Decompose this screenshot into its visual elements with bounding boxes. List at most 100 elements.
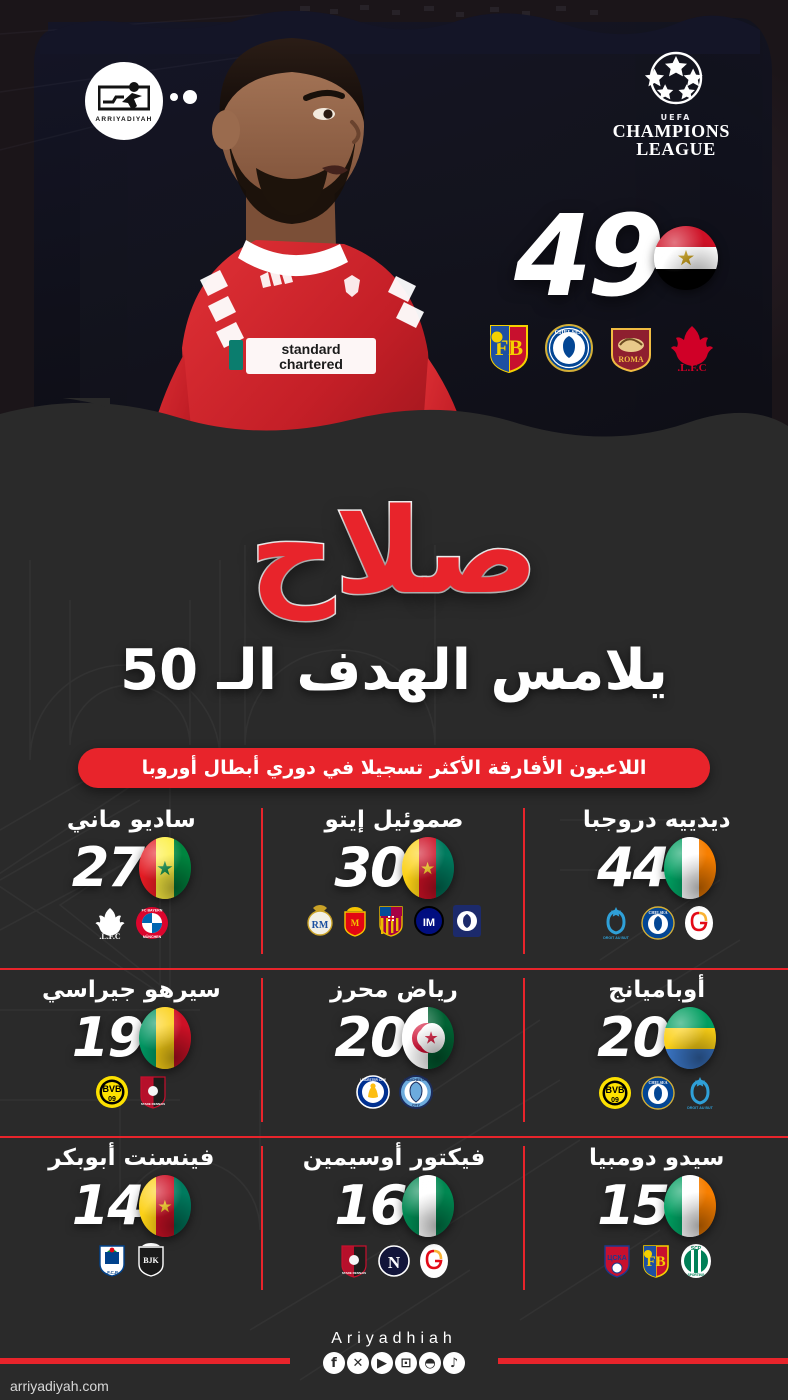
player-name: أوباميانج	[608, 977, 706, 1003]
svg-text:F.C.P.: F.C.P.	[106, 1270, 118, 1275]
player-card: فيكتور أوسيمين 16 N STADE RENNAIS	[263, 1138, 526, 1304]
galatasaray-logo	[420, 1244, 448, 1279]
player-clubs: N STADE RENNAIS	[339, 1243, 449, 1279]
borussia-dortmund-logo: BVB 09	[95, 1076, 128, 1109]
league-label: LEAGUE	[636, 139, 716, 160]
svg-text:LEICESTER CITY: LEICESTER CITY	[359, 1078, 386, 1082]
player-goals: 15	[597, 1174, 670, 1237]
brush-top-edge	[40, 10, 760, 54]
players-row: أوباميانج 20 DROIT AU BUT CHELSEA BVB 09 …	[0, 968, 788, 1136]
player-card: ديدييه دروجبا 44 CHELSEA DROIT AU BUT	[525, 800, 788, 968]
svg-text:SPORTING: SPORTING	[687, 1273, 704, 1277]
x-twitter-icon[interactable]: ✕	[347, 1352, 369, 1374]
player-name: فينسنت أبوبكر	[48, 1145, 215, 1171]
player-name: سيدو دومبيا	[588, 1145, 725, 1171]
facebook-icon[interactable]: f	[323, 1352, 345, 1374]
player-goals: 20	[597, 1006, 670, 1069]
brush-bottom-edge	[0, 398, 788, 520]
goal-count-value: 49	[514, 192, 665, 322]
arriyadiyah-logo-text: ARRIYADIYAH	[95, 115, 153, 123]
footer-rule-left	[0, 1358, 290, 1364]
ivory-coast-flag	[664, 1175, 717, 1238]
sporting-cp-logo: SCP SPORTING	[680, 1244, 711, 1279]
cska-moscow-logo: ЦСКА	[603, 1245, 630, 1279]
page-title-salah: صلاح	[248, 482, 542, 620]
champions-label: CHAMPIONS	[612, 121, 730, 141]
footer-brand: Ariyadhiah	[331, 1330, 457, 1347]
galatasaray-logo	[684, 906, 713, 941]
player-goals: 20	[334, 1006, 407, 1069]
player-clubs: FC BAYERN MÜNCHEN L.F.C.	[94, 905, 169, 941]
player-clubs: IM M RM	[307, 905, 481, 938]
player-goals: 30	[334, 836, 407, 899]
marseille-logo: DROIT AU BUT	[603, 907, 629, 940]
svg-text:STADE RENNAIS: STADE RENNAIS	[342, 1271, 366, 1275]
player-clubs: MANCHESTER CITY LEICESTER CITY	[355, 1075, 433, 1110]
svg-text:CHELSEA: CHELSEA	[648, 910, 667, 915]
chelsea-logo: CHELSEA	[640, 906, 675, 940]
senegal-flag	[138, 837, 191, 900]
svg-text:ROMA: ROMA	[618, 355, 644, 364]
svg-text:IM: IM	[423, 917, 435, 929]
player-clubs: STADE RENNAIS BVB 09	[95, 1075, 168, 1109]
svg-text:standard: standard	[281, 341, 340, 357]
svg-text:N: N	[388, 1253, 401, 1272]
svg-text:MANCHESTER: MANCHESTER	[404, 1078, 428, 1082]
instagram-icon[interactable]: ⊡	[395, 1352, 417, 1374]
arriyadiyah-logo[interactable]: ARRIYADIYAH	[85, 62, 163, 140]
svg-text:L.F.C.: L.F.C.	[677, 362, 706, 374]
tiktok-icon[interactable]: ♪	[443, 1352, 465, 1374]
ivory-coast-flag	[664, 837, 717, 900]
besiktas-logo: BJK	[138, 1243, 164, 1278]
svg-text:chartered: chartered	[279, 356, 343, 372]
svg-text:CITY: CITY	[412, 1104, 420, 1108]
svg-text:M: M	[351, 918, 360, 928]
player-clubs: CHELSEA DROIT AU BUT	[600, 905, 714, 941]
player-goals: 19	[71, 1006, 145, 1069]
players-grid: ديدييه دروجبا 44 CHELSEA DROIT AU BUT صم…	[0, 800, 788, 1304]
leicester-city-logo: LEICESTER CITY	[355, 1075, 390, 1110]
inter-milan-logo: IM	[414, 906, 444, 937]
nigeria-flag	[401, 1175, 454, 1238]
svg-text:L.F.C.: L.F.C.	[99, 932, 120, 941]
svg-text:MÜNCHEN: MÜNCHEN	[143, 934, 162, 939]
logo-dots	[170, 90, 197, 104]
liverpool-logo: L.F.C.	[671, 326, 713, 374]
bayern-munich-logo: FC BAYERN MÜNCHEN	[135, 907, 168, 940]
cameroon-flag	[401, 837, 454, 900]
napoli-logo: N	[378, 1245, 410, 1278]
svg-text:BVB: BVB	[102, 1084, 122, 1094]
gabon-flag	[664, 1007, 717, 1070]
svg-text:DROIT AU BUT: DROIT AU BUT	[687, 1106, 713, 1110]
player-card: ساديو ماني 27 FC BAYERN MÜNCHEN L.F.C.	[0, 800, 263, 968]
website-url[interactable]: arriyadiyah.com	[10, 1378, 109, 1394]
liverpool-logo: L.F.C.	[95, 908, 125, 941]
stade-rennais-logo: STADE RENNAIS	[140, 1076, 166, 1109]
chelsea-logo: CHELSEA	[545, 324, 593, 372]
chelsea-logo: CHELSEA	[640, 1076, 675, 1110]
footer: Ariyadhiah f ✕ ▶ ⊡ ◓ ♪ arriyadiyah.com	[0, 1308, 788, 1400]
fc-basel-logo: FB	[642, 1245, 669, 1279]
svg-text:CHELSEA: CHELSEA	[648, 1080, 667, 1085]
snapchat-icon[interactable]: ◓	[419, 1352, 441, 1374]
svg-text:BJK: BJK	[143, 1256, 159, 1265]
svg-text:DROIT AU BUT: DROIT AU BUT	[603, 936, 629, 940]
player-name: ديدييه دروجبا	[582, 807, 731, 833]
player-goals: 44	[597, 836, 670, 899]
page-subtitle: يلامس الهدف الـ 50	[120, 638, 668, 703]
player-clubs: SCP SPORTING FB ЦСКА	[602, 1243, 712, 1279]
uefa-label: UEFA	[660, 113, 692, 122]
player-card: رياض محرز 20 MANCHESTER CITY	[263, 970, 526, 1136]
social-links[interactable]: f ✕ ▶ ⊡ ◓ ♪	[0, 1352, 788, 1374]
player-card: أوباميانج 20 DROIT AU BUT CHELSEA BVB 09	[525, 970, 788, 1136]
svg-text:CHELSEA: CHELSEA	[555, 330, 584, 336]
section-banner: اللاعبون الأفارقة الأكثر تسجيلا في دوري …	[78, 748, 710, 788]
youtube-icon[interactable]: ▶	[371, 1352, 393, 1374]
footer-rule-right	[498, 1358, 788, 1364]
player-card: سيدو دومبيا 15 SCP SPORTING FB ЦСКА	[525, 1138, 788, 1304]
players-row: سيدو دومبيا 15 SCP SPORTING FB ЦСКА فيكتو…	[0, 1136, 788, 1304]
stade-rennais-logo: STADE RENNAIS	[341, 1245, 367, 1278]
salah-goal-count: 49	[514, 192, 718, 322]
player-name: صموئيل إيتو	[324, 807, 464, 833]
player-name: رياض محرز	[330, 977, 458, 1003]
